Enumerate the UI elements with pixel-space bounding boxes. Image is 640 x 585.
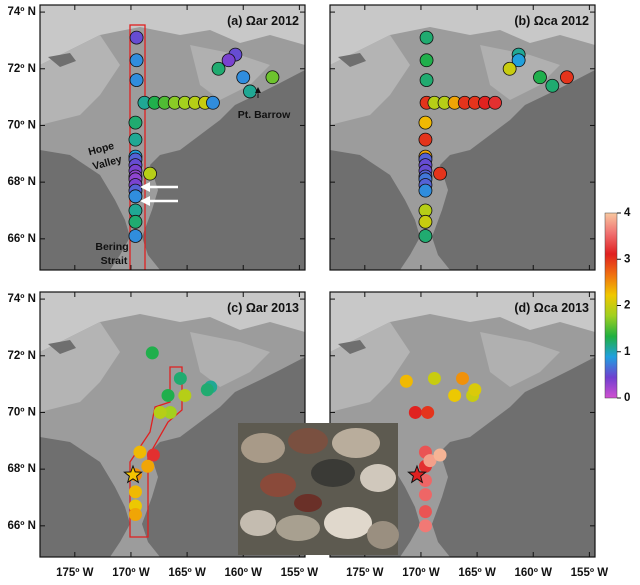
data-point bbox=[141, 460, 154, 473]
colorbar-scale bbox=[605, 213, 617, 398]
data-point bbox=[129, 133, 142, 146]
data-point bbox=[206, 96, 219, 109]
panel-title: (c) Ωar 2013 bbox=[227, 301, 299, 315]
data-point bbox=[237, 71, 250, 84]
x-tick-label: 160º W bbox=[225, 567, 263, 579]
data-point bbox=[419, 215, 432, 228]
colorbar: 0 1 2 3 4 bbox=[605, 207, 631, 404]
y-tick-label: 68º N bbox=[8, 463, 37, 475]
y-tick-label: 66º N bbox=[8, 233, 37, 245]
data-point bbox=[130, 54, 143, 67]
data-point bbox=[489, 96, 502, 109]
data-point bbox=[468, 383, 481, 396]
data-point bbox=[147, 448, 160, 461]
data-point bbox=[129, 485, 142, 498]
x-tick-label: 160º W bbox=[515, 567, 553, 579]
y-tick-label: 66º N bbox=[8, 520, 37, 532]
x-tick-label: 175º W bbox=[56, 567, 94, 579]
colorbar-tick-label: 0 bbox=[624, 392, 630, 404]
data-point bbox=[212, 62, 225, 75]
map-panel: (b) Ωca 2012 bbox=[330, 5, 595, 270]
data-point bbox=[419, 184, 432, 197]
y-tick-label: 72º N bbox=[8, 63, 37, 75]
panel-title: (a) Ωar 2012 bbox=[227, 14, 299, 28]
data-point bbox=[419, 519, 432, 532]
data-point bbox=[456, 372, 469, 385]
data-point bbox=[154, 406, 167, 419]
data-point bbox=[503, 62, 516, 75]
data-point bbox=[178, 389, 191, 402]
data-point bbox=[162, 389, 175, 402]
data-point bbox=[130, 74, 143, 87]
place-label: Bering bbox=[95, 241, 128, 253]
x-tick-label: 165º W bbox=[168, 567, 206, 579]
data-point bbox=[533, 71, 546, 84]
colorbar-tick-label: 4 bbox=[624, 207, 631, 219]
y-tick-label: 70º N bbox=[8, 119, 37, 131]
data-point bbox=[129, 508, 142, 521]
data-point bbox=[266, 71, 279, 84]
data-point bbox=[400, 375, 413, 388]
data-point bbox=[420, 74, 433, 87]
panel-title: (b) Ωca 2012 bbox=[514, 14, 589, 28]
y-tick-label: 68º N bbox=[8, 176, 37, 188]
data-point bbox=[428, 372, 441, 385]
y-tick-label: 74º N bbox=[8, 6, 37, 18]
data-point bbox=[419, 505, 432, 518]
y-tick-label: 70º N bbox=[8, 406, 37, 418]
data-point bbox=[409, 406, 422, 419]
data-point bbox=[130, 31, 143, 44]
y-tick-label: 74º N bbox=[8, 293, 37, 305]
clam-photo bbox=[238, 423, 399, 555]
place-label: Pt. Barrow bbox=[238, 109, 291, 121]
x-tick-label: 155º W bbox=[281, 567, 319, 579]
data-point bbox=[146, 346, 159, 359]
colorbar-tick-label: 2 bbox=[624, 300, 630, 312]
x-tick-label: 175º W bbox=[346, 567, 384, 579]
data-point bbox=[419, 133, 432, 146]
x-tick-label: 170º W bbox=[112, 567, 150, 579]
data-point bbox=[201, 383, 214, 396]
data-point bbox=[448, 389, 461, 402]
panel-title: (d) Ωca 2013 bbox=[514, 301, 589, 315]
place-label: Strait bbox=[101, 255, 128, 267]
colorbar-tick-label: 3 bbox=[624, 253, 630, 265]
x-tick-label: 165º W bbox=[458, 567, 496, 579]
basemap bbox=[40, 5, 305, 270]
figure: Pt. BarrowHopeValleyBeringStrait(a) Ωar … bbox=[0, 0, 640, 580]
data-point bbox=[129, 229, 142, 242]
data-point bbox=[434, 167, 447, 180]
colorbar-tick-label: 1 bbox=[624, 346, 631, 358]
data-point bbox=[434, 448, 447, 461]
data-point bbox=[174, 372, 187, 385]
map-area bbox=[330, 5, 595, 270]
data-point bbox=[144, 167, 157, 180]
data-point bbox=[419, 488, 432, 501]
data-point bbox=[419, 229, 432, 242]
x-tick-label: 170º W bbox=[402, 567, 440, 579]
page: Pt. BarrowHopeValleyBeringStrait(a) Ωar … bbox=[0, 0, 640, 580]
data-point bbox=[420, 31, 433, 44]
data-point bbox=[546, 79, 559, 92]
x-tick-label: 155º W bbox=[571, 567, 609, 579]
data-point bbox=[421, 406, 434, 419]
y-tick-label: 72º N bbox=[8, 350, 37, 362]
data-point bbox=[129, 215, 142, 228]
data-point bbox=[129, 116, 142, 129]
data-point bbox=[243, 85, 256, 98]
basemap bbox=[330, 5, 595, 270]
data-point bbox=[133, 446, 146, 459]
data-point bbox=[419, 116, 432, 129]
data-point bbox=[129, 190, 142, 203]
data-point bbox=[560, 71, 573, 84]
data-point bbox=[420, 54, 433, 67]
